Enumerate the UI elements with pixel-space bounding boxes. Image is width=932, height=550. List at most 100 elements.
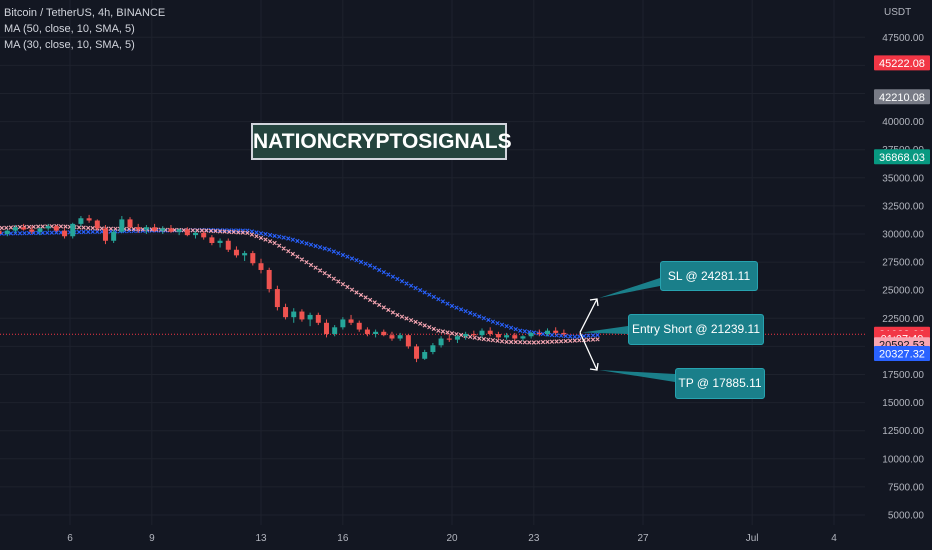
- candle: [528, 331, 534, 339]
- candle: [86, 214, 92, 223]
- price-tag-label: 42210.08: [879, 92, 925, 104]
- candle: [340, 317, 346, 330]
- y-tick-label: 40000.00: [882, 117, 924, 128]
- candle: [561, 329, 567, 337]
- candle: [111, 229, 117, 243]
- candle: [471, 330, 477, 338]
- candle: [21, 223, 27, 231]
- x-tick-label: 6: [67, 533, 73, 544]
- symbol-title[interactable]: Bitcoin / TetherUS, 4h, BINANCE: [4, 7, 166, 19]
- price-tag: 45222.08: [874, 55, 930, 71]
- candle: [29, 226, 35, 234]
- candle: [143, 225, 149, 234]
- x-tick-label: 27: [637, 533, 649, 544]
- candle: [62, 228, 68, 239]
- candle: [209, 235, 215, 246]
- y-tick-label: 10000.00: [882, 454, 924, 465]
- entry-pointer: [582, 326, 628, 334]
- watermark-text: NATIONCRYPTOSIGNALS: [251, 123, 512, 160]
- candle: [422, 349, 428, 360]
- tp-arrow: [579, 332, 599, 371]
- candle: [299, 309, 305, 322]
- candle: [381, 329, 387, 337]
- entry-callout[interactable]: Entry Short @ 21239.11: [628, 314, 764, 345]
- candle: [323, 319, 329, 338]
- chart-legend: Bitcoin / TetherUS, 4h, BINANCE MA (50, …: [4, 5, 165, 53]
- y-tick-label: 15000.00: [882, 398, 924, 409]
- y-tick-label: 25000.00: [882, 286, 924, 297]
- candle: [250, 250, 256, 266]
- candle: [520, 335, 526, 341]
- candle: [70, 222, 76, 239]
- candle: [504, 332, 510, 340]
- candle: [4, 229, 10, 237]
- candle: [242, 250, 248, 261]
- candle: [184, 227, 190, 237]
- candle: [545, 328, 550, 337]
- y-tick-label: 47500.00: [882, 33, 924, 44]
- candle: [53, 225, 59, 232]
- candle: [102, 225, 108, 245]
- candle: [217, 238, 223, 248]
- x-tick-label: 13: [255, 533, 267, 544]
- y-tick-label: 32500.00: [882, 201, 924, 212]
- moving-averages: [0, 223, 600, 345]
- tp-pointer: [599, 370, 675, 382]
- tp-callout[interactable]: TP @ 17885.11: [675, 368, 765, 399]
- price-tag-label: 20327.32: [879, 348, 925, 360]
- sl-arrow: [579, 298, 599, 333]
- ma50-legend[interactable]: MA (50, close, 10, SMA, 5): [4, 23, 135, 35]
- y-tick-label: 17500.00: [882, 370, 924, 381]
- y-tick-label: 12500.00: [882, 426, 924, 437]
- candle: [37, 227, 43, 236]
- candle: [201, 230, 207, 240]
- price-tags: 45222.0842210.0836868.0321083.0601:07:40…: [874, 55, 930, 361]
- price-tag: 42210.08: [874, 89, 930, 105]
- x-tick-label: 20: [446, 533, 458, 544]
- price-tag: 20327.32: [874, 345, 930, 361]
- trade-arrows: [579, 278, 675, 382]
- candle: [446, 334, 452, 342]
- ma-line: [0, 223, 600, 345]
- candle: [356, 320, 362, 332]
- y-tick-label: 27500.00: [882, 258, 924, 269]
- candlesticks: [0, 214, 567, 363]
- candle: [168, 225, 174, 233]
- candle: [225, 238, 231, 252]
- y-tick-label: 35000.00: [882, 173, 924, 184]
- candle: [553, 327, 559, 336]
- candle: [283, 303, 289, 320]
- candle: [479, 328, 485, 338]
- y-tick-label: 7500.00: [888, 482, 925, 493]
- sl-pointer: [599, 278, 660, 298]
- candle: [176, 228, 182, 236]
- candle: [307, 312, 313, 327]
- ma30-series: [0, 223, 600, 345]
- sl-callout[interactable]: SL @ 24281.11: [660, 261, 758, 291]
- x-tick-label: 9: [149, 533, 155, 544]
- candle: [536, 329, 542, 337]
- currency-label: USDT: [884, 7, 911, 18]
- candle: [348, 314, 354, 326]
- candle: [389, 331, 395, 341]
- y-tick-label: 30000.00: [882, 230, 924, 241]
- candle: [430, 343, 436, 355]
- candle: [135, 223, 141, 233]
- candle: [454, 335, 460, 344]
- ma30-legend[interactable]: MA (30, close, 10, SMA, 5): [4, 39, 135, 51]
- candle: [0, 230, 2, 234]
- x-tick-label: 4: [831, 533, 837, 544]
- candle: [127, 217, 133, 230]
- candle: [414, 344, 420, 363]
- candle: [495, 331, 501, 340]
- candle: [373, 329, 379, 338]
- candle: [512, 332, 518, 341]
- y-tick-label: 5000.00: [888, 511, 925, 522]
- candle: [45, 223, 51, 231]
- price-tag-label: 36868.03: [879, 152, 925, 164]
- candle: [233, 246, 239, 258]
- candle: [266, 267, 272, 293]
